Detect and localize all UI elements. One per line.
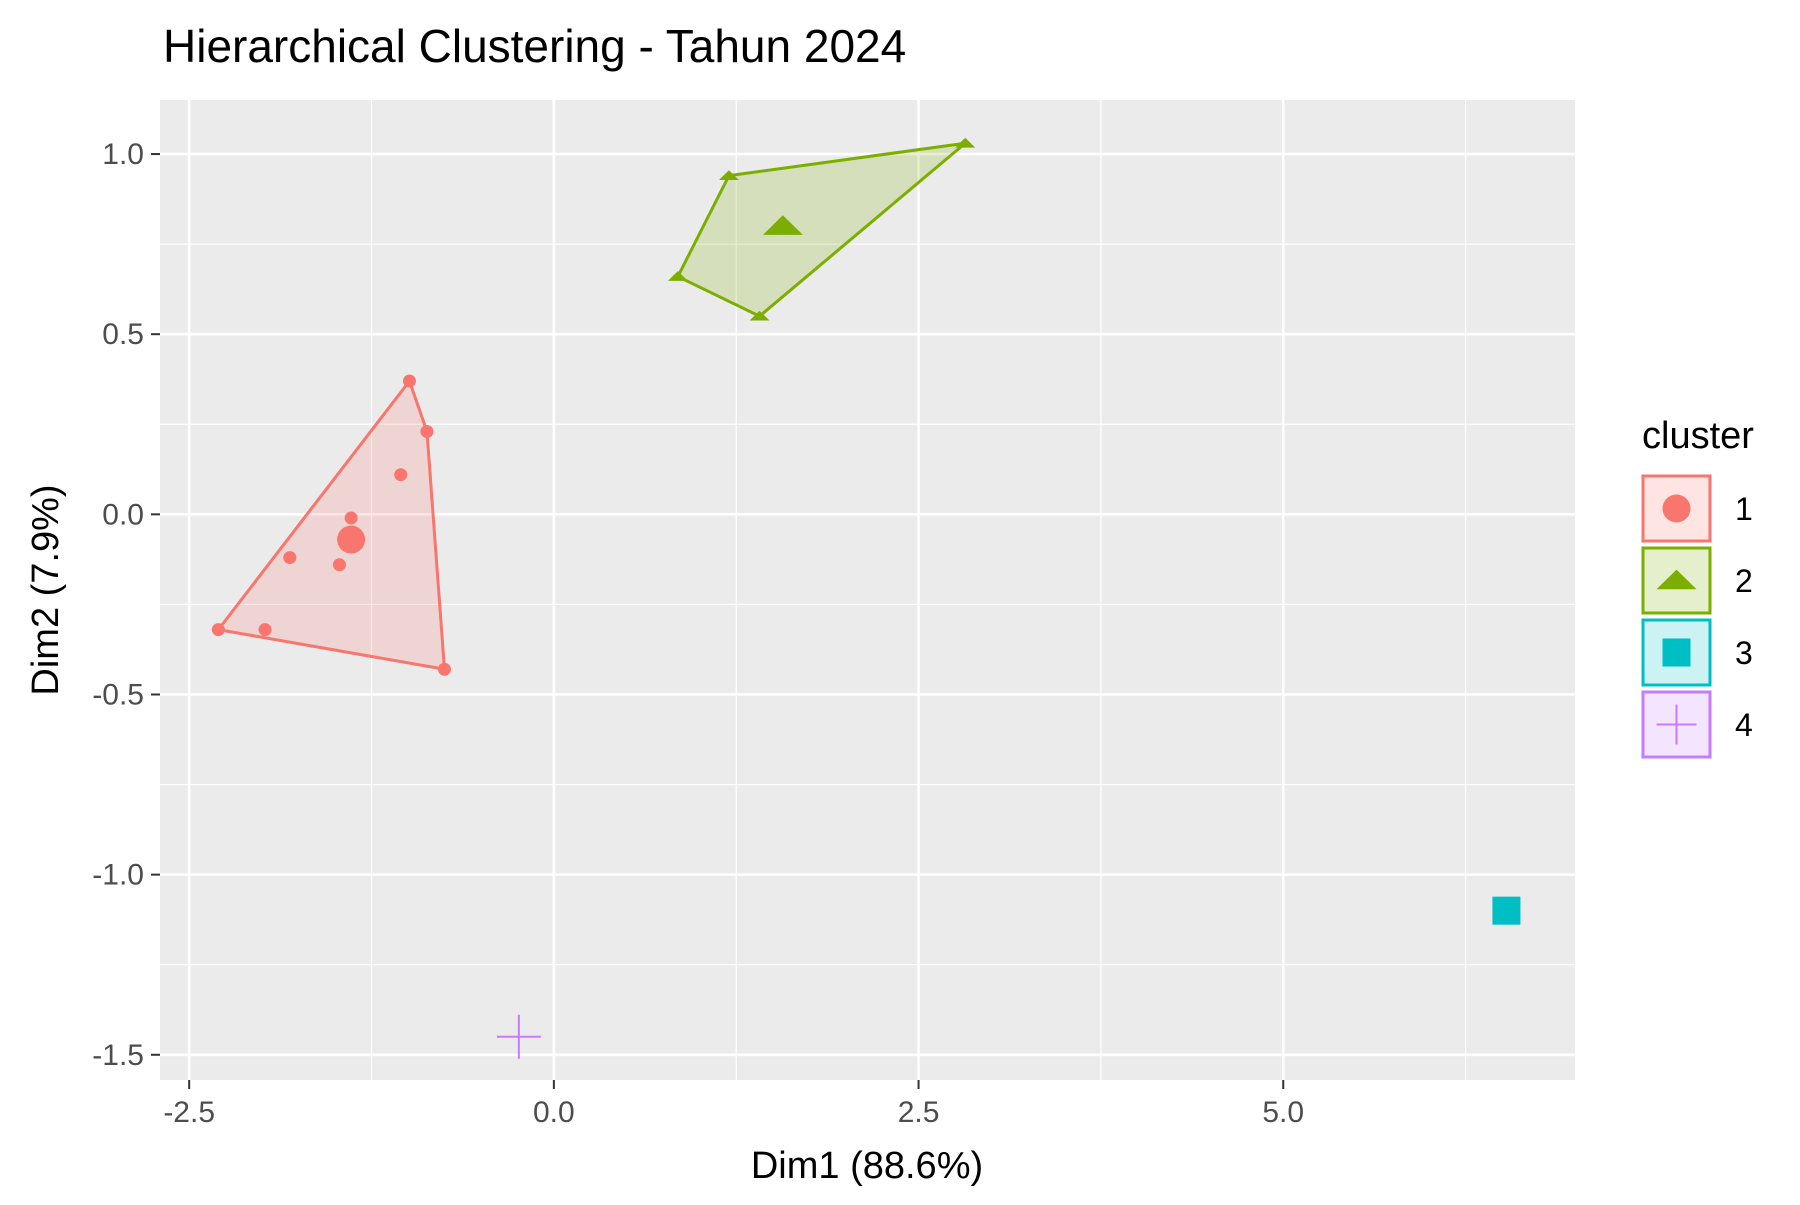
legend-item-4: 4 — [1641, 690, 1753, 759]
legend-title: cluster — [1642, 415, 1754, 457]
legend-symbol — [1656, 704, 1697, 745]
cluster-1-point — [332, 558, 346, 572]
cluster-centroids — [337, 215, 1521, 1059]
cluster-1-point — [394, 468, 408, 482]
x-tick-label: -2.5 — [163, 1096, 215, 1129]
x-axis-label: Dim1 (88.6%) — [751, 1145, 983, 1187]
legend: cluster 1 2 3 4 — [1641, 415, 1754, 759]
legend-label: 1 — [1735, 491, 1753, 527]
major-gridlines — [160, 100, 1575, 1080]
cluster-4-centroid — [496, 1014, 541, 1059]
legend-label: 4 — [1735, 707, 1753, 743]
chart-title: Hierarchical Clustering - Tahun 2024 — [163, 20, 906, 72]
cluster-1-point — [344, 511, 358, 525]
y-tick-label: -1.0 — [92, 859, 144, 892]
legend-item-3: 3 — [1641, 618, 1753, 687]
cluster-1-point — [437, 662, 451, 676]
y-tick-label: 0.0 — [102, 498, 144, 531]
legend-item-1: 1 — [1641, 474, 1753, 543]
y-tick-label: 1.0 — [102, 138, 144, 171]
legend-label: 2 — [1735, 563, 1753, 599]
x-tick-label: 0.0 — [533, 1096, 575, 1129]
y-tick-label: 0.5 — [102, 318, 144, 351]
cluster-2-point — [749, 310, 770, 321]
cluster-2-point — [718, 170, 739, 181]
cluster-1-point — [258, 623, 272, 637]
cluster-1-point — [211, 623, 225, 637]
y-axis-label: Dim2 (7.9%) — [25, 484, 67, 695]
cluster-1-centroid — [337, 525, 366, 554]
y-axis: -1.5 -1.0 -0.5 0.0 0.5 1.0 — [92, 138, 160, 1072]
legend-item-2: 2 — [1641, 546, 1753, 615]
plot-panel — [160, 100, 1575, 1080]
cluster-2-point — [955, 137, 976, 148]
data-points — [211, 137, 976, 676]
minor-gridlines — [160, 100, 1575, 1080]
legend-symbol — [1662, 638, 1691, 667]
x-tick-label: 5.0 — [1262, 1096, 1304, 1129]
legend-label: 3 — [1735, 635, 1753, 671]
y-tick-label: -0.5 — [92, 678, 144, 711]
cluster-3-centroid — [1492, 896, 1521, 925]
cluster-1-point — [402, 374, 416, 388]
x-axis: -2.5 0.0 2.5 5.0 — [163, 1080, 1304, 1129]
cluster-1-point — [420, 424, 434, 438]
x-tick-label: 2.5 — [898, 1096, 940, 1129]
legend-symbol — [1662, 494, 1691, 523]
cluster-2-centroid — [762, 215, 803, 235]
cluster-1-point — [283, 551, 297, 565]
legend-symbol — [1656, 569, 1697, 590]
y-tick-label: -1.5 — [92, 1039, 144, 1072]
cluster-2-point — [667, 271, 688, 281]
